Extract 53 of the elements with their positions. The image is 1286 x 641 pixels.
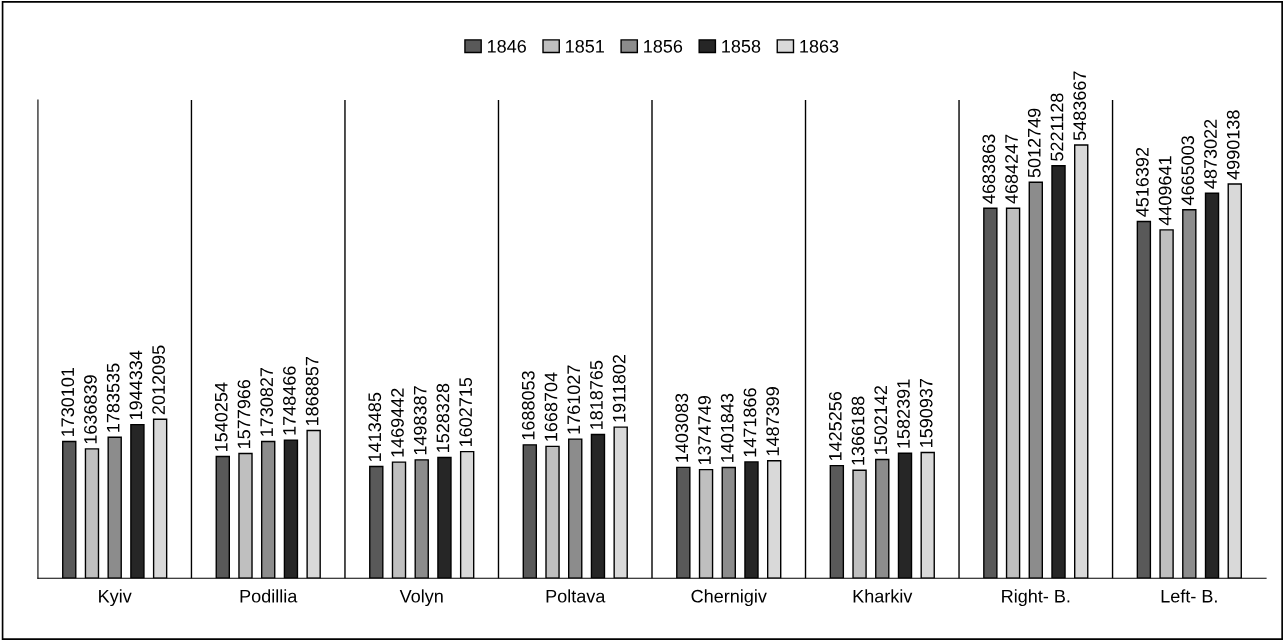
data-label: 4409641 bbox=[1158, 156, 1172, 226]
data-label: 1730101 bbox=[61, 367, 75, 436]
data-label: 1540254 bbox=[214, 382, 228, 451]
legend-label: 1851 bbox=[566, 39, 604, 53]
data-label: 4684247 bbox=[1005, 134, 1018, 204]
data-label: 4683863 bbox=[982, 134, 996, 204]
data-label: 1401843 bbox=[720, 393, 734, 462]
x-tick-label: Kyiv bbox=[99, 589, 132, 607]
data-label: 5221128 bbox=[1050, 93, 1064, 161]
x-tick-label: Right- B. bbox=[1002, 589, 1070, 607]
data-label: 1487399 bbox=[766, 387, 780, 456]
legend-label: 1858 bbox=[722, 39, 761, 53]
data-label: 1761027 bbox=[567, 365, 581, 434]
legend-label: 1846 bbox=[487, 39, 526, 53]
data-label: 4873022 bbox=[1204, 119, 1217, 189]
data-label: 1668704 bbox=[544, 372, 558, 441]
data-label: 1818765 bbox=[590, 360, 603, 429]
data-label: 1498387 bbox=[413, 386, 427, 455]
data-label: 5012749 bbox=[1027, 108, 1041, 178]
x-tick-label: Podillia bbox=[240, 589, 298, 603]
data-label: 1413485 bbox=[368, 392, 382, 461]
data-label: 1748466 bbox=[282, 366, 296, 435]
data-label: 5483667 bbox=[1073, 71, 1087, 141]
data-label: 4516392 bbox=[1135, 147, 1149, 217]
data-label: 2012095 bbox=[152, 345, 165, 415]
x-tick-label: Left- B. bbox=[1161, 589, 1217, 603]
data-label: 1403083 bbox=[675, 393, 689, 462]
data-label: 1577966 bbox=[237, 379, 251, 448]
data-label: 1471866 bbox=[743, 388, 757, 457]
data-label: 1602715 bbox=[459, 377, 473, 447]
x-tick-label: Volyn bbox=[399, 589, 443, 607]
data-label: 1374749 bbox=[698, 395, 711, 465]
legend-label: 1863 bbox=[800, 39, 839, 53]
data-label: 4990138 bbox=[1226, 110, 1240, 180]
data-label: 1469442 bbox=[391, 388, 404, 457]
x-tick-label: Chernigiv bbox=[691, 589, 767, 607]
data-label: 1366188 bbox=[851, 396, 865, 465]
data-label: 1636839 bbox=[84, 375, 97, 444]
data-label: 1911802 bbox=[612, 354, 626, 422]
data-label: 1688053 bbox=[521, 371, 535, 440]
x-tick-label: Kharkiv bbox=[853, 589, 913, 603]
data-label: 1730827 bbox=[260, 367, 274, 436]
data-label: 1590937 bbox=[919, 378, 933, 447]
legend-label: 1856 bbox=[644, 39, 683, 53]
data-label: 1502142 bbox=[874, 385, 888, 454]
data-label: 1783535 bbox=[106, 363, 120, 432]
data-label: 1944334 bbox=[129, 350, 143, 420]
data-label: 4665003 bbox=[1181, 136, 1195, 206]
data-label: 1868857 bbox=[305, 357, 319, 426]
data-label: 1425256 bbox=[828, 391, 842, 461]
data-label: 1582391 bbox=[897, 379, 910, 448]
x-tick-label: Poltava bbox=[546, 589, 606, 603]
data-label: 1528328 bbox=[436, 383, 450, 452]
